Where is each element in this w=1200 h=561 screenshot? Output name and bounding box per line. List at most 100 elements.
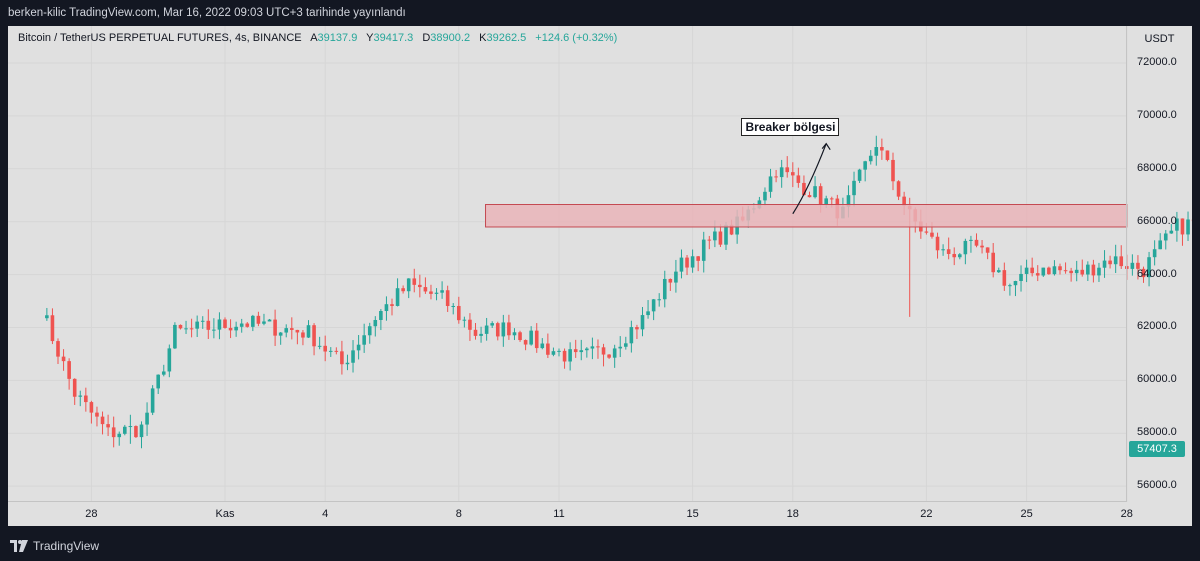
candle-body	[679, 257, 684, 272]
candle-body	[1058, 266, 1062, 271]
candle-body	[56, 341, 60, 357]
change-value: +124.6 (+0.32%)	[535, 32, 618, 44]
symbol-name: Bitcoin / TetherUS PERPETUAL FUTURES, 4s…	[18, 32, 302, 44]
candle-body	[479, 333, 483, 336]
candle-body	[306, 325, 311, 338]
candle-body	[1080, 269, 1085, 275]
candle-body	[868, 155, 873, 162]
candle-body	[245, 323, 250, 327]
candle-body	[468, 319, 472, 330]
candle-body	[885, 150, 890, 160]
top-caption: berken-kilic TradingView.com, Mar 16, 20…	[0, 0, 1200, 26]
candle-body	[239, 323, 244, 327]
candle-body	[1074, 269, 1079, 274]
candle-body	[774, 176, 778, 178]
candle-body	[607, 354, 611, 358]
high-value: 39417.3	[373, 32, 414, 44]
candle-body	[896, 181, 901, 197]
plot-area[interactable]	[8, 26, 1127, 502]
breaker-zone-label[interactable]: Breaker bölgesi	[741, 117, 840, 136]
candle-body	[713, 231, 717, 241]
candle-body	[802, 182, 806, 196]
candle-body	[1063, 270, 1068, 272]
candle-body	[529, 330, 533, 345]
candle-body	[50, 315, 55, 342]
candle-body	[1013, 281, 1018, 286]
low-value: 38900.2	[430, 32, 471, 44]
currency-label[interactable]: USDT	[1144, 33, 1175, 45]
candle-body	[1136, 262, 1140, 269]
candle-body	[763, 191, 767, 201]
candle-body	[935, 236, 940, 251]
candle-body	[846, 195, 851, 207]
candle-body	[200, 320, 205, 322]
candle-body	[941, 249, 945, 251]
candle-body	[891, 159, 895, 182]
last-price-tag: 57407.3	[1129, 440, 1185, 457]
candle-body	[262, 321, 266, 324]
candle-body	[796, 175, 801, 183]
candle-body	[184, 328, 188, 330]
candle-body	[1086, 264, 1090, 275]
candle-body	[406, 278, 411, 292]
candle-body	[423, 287, 428, 292]
candle-body	[690, 256, 695, 268]
candle-body	[312, 325, 316, 347]
chart-frame[interactable]: Bitcoin / TetherUS PERPETUAL FUTURES, 4s…	[8, 26, 1192, 526]
price-axis[interactable]: 56000.0 58000.0 60000.0 62000.0 64000.0 66000…	[1127, 26, 1192, 502]
candle-body	[451, 305, 456, 307]
candle-body	[1002, 270, 1007, 286]
candle-body	[974, 239, 979, 246]
candle-body	[1186, 219, 1190, 235]
candle-body	[1113, 256, 1118, 265]
candle-body	[969, 239, 973, 241]
candle-body	[317, 345, 322, 347]
candle-body	[707, 239, 712, 241]
price-tick-label: 64000.0	[1137, 267, 1177, 280]
candle-body	[996, 270, 1001, 273]
candle-body	[540, 343, 545, 349]
candle-body	[768, 176, 773, 192]
candlestick-chart[interactable]	[8, 26, 1192, 526]
candle-body	[651, 299, 656, 312]
candle-body	[1024, 267, 1029, 274]
candle-body	[1019, 273, 1023, 282]
candle-body	[284, 328, 289, 333]
candle-body	[139, 424, 144, 438]
candle-body	[785, 167, 790, 173]
symbol-legend: Bitcoin / TetherUS PERPETUAL FUTURES, 4s…	[18, 32, 623, 44]
candle-body	[189, 328, 194, 330]
candle-body	[573, 349, 578, 353]
candle-body	[301, 332, 305, 338]
time-tick-label: Kas	[215, 508, 235, 520]
candle-body	[590, 346, 595, 349]
annotation-arrowhead	[821, 142, 831, 151]
candle-body	[256, 315, 261, 324]
candle-body	[579, 350, 584, 353]
candle-body	[635, 327, 639, 330]
candle-body	[1047, 267, 1051, 275]
candle-body	[930, 232, 934, 237]
candle-body	[345, 362, 350, 365]
time-tick-label: 22	[920, 508, 933, 520]
candle-body	[72, 378, 77, 397]
time-tick-label: 28	[1120, 508, 1133, 520]
price-tick-label: 68000.0	[1137, 161, 1177, 174]
price-tick-label: 60000.0	[1137, 373, 1177, 386]
candle-body	[340, 351, 344, 365]
candle-body	[95, 412, 99, 417]
tradingview-logo[interactable]: TradingView	[10, 531, 99, 561]
time-axis[interactable]: 28 Kas 4 8 11 15 18 22 25 28	[8, 502, 1133, 526]
candle-body	[1152, 249, 1157, 258]
candle-body	[1130, 262, 1135, 269]
candle-body	[902, 196, 906, 206]
candle-body	[373, 319, 378, 327]
time-tick-label: 25	[1020, 508, 1033, 520]
candle-body	[328, 350, 333, 352]
candle-body	[624, 343, 628, 347]
candle-body	[234, 326, 238, 331]
candle-body	[829, 198, 834, 200]
candle-body	[61, 356, 66, 362]
annotation-arrow	[792, 143, 827, 215]
candle-body	[67, 361, 71, 379]
